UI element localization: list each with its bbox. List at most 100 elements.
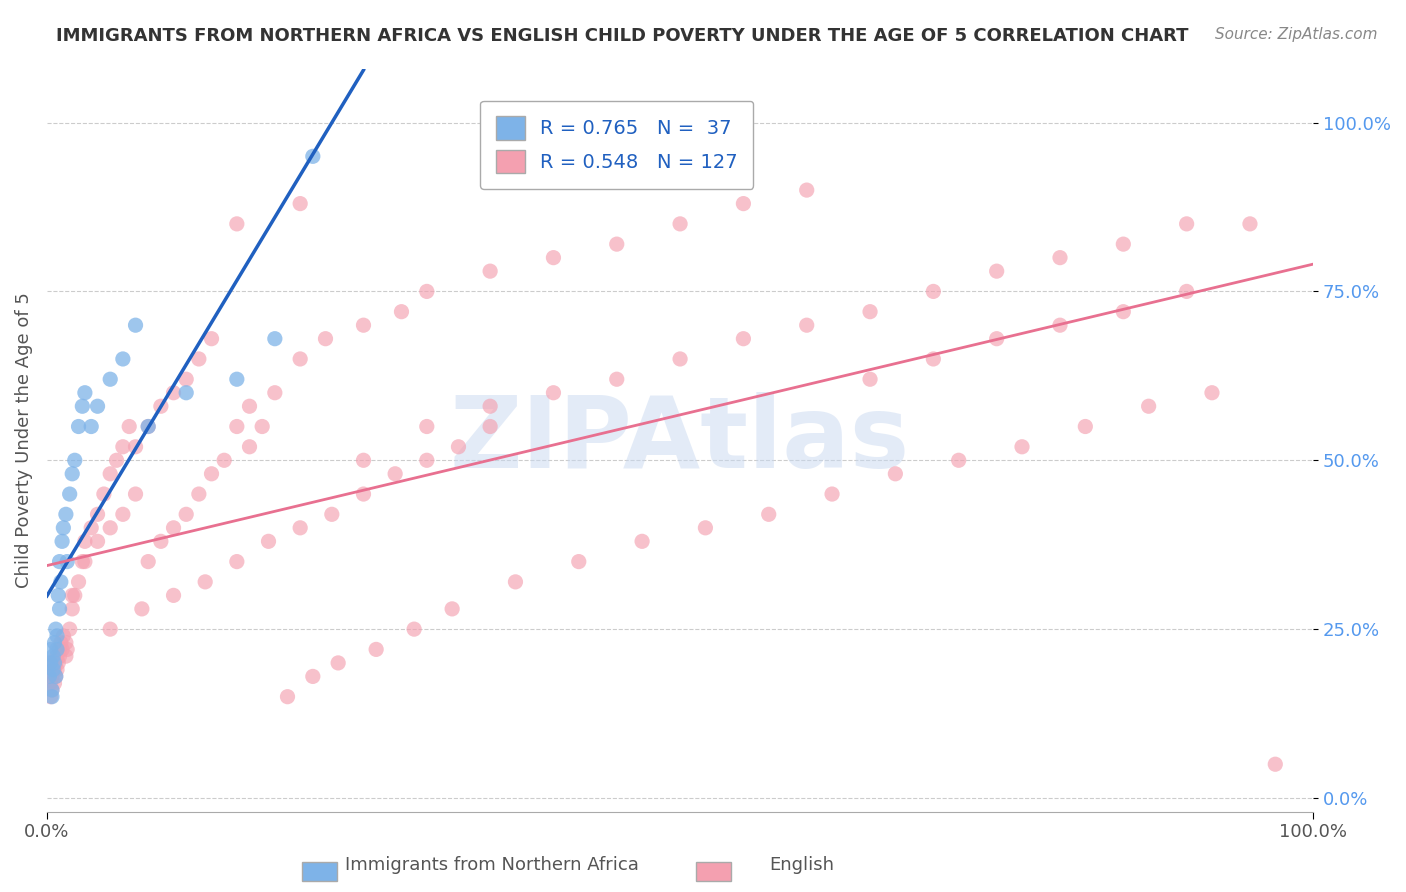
Point	[38, 656, 60, 670]
Point	[353, 487, 375, 501]
Point	[416, 419, 439, 434]
Point	[796, 183, 818, 197]
Point	[39, 690, 62, 704]
Point	[1049, 318, 1071, 333]
Point	[543, 251, 565, 265]
Point	[60, 467, 83, 481]
Point	[124, 487, 146, 501]
Text: English: English	[769, 856, 834, 874]
Point	[149, 534, 172, 549]
Point	[733, 196, 755, 211]
Point	[194, 574, 217, 589]
Point	[884, 467, 907, 481]
Point	[384, 467, 406, 481]
Point	[48, 642, 70, 657]
Point	[59, 487, 82, 501]
Point	[238, 440, 260, 454]
Point	[1011, 440, 1033, 454]
Point	[136, 555, 159, 569]
Point	[48, 602, 70, 616]
Point	[986, 332, 1008, 346]
Point	[250, 419, 273, 434]
Point	[73, 385, 96, 400]
Point	[45, 669, 67, 683]
Point	[51, 642, 73, 657]
Point	[42, 656, 65, 670]
Point	[225, 217, 247, 231]
Point	[1112, 304, 1135, 318]
Point	[124, 318, 146, 333]
Point	[67, 419, 90, 434]
Point	[105, 453, 128, 467]
Point	[45, 622, 67, 636]
Point	[52, 521, 75, 535]
Point	[606, 372, 628, 386]
Point	[41, 669, 63, 683]
Point	[225, 419, 247, 434]
Point	[86, 534, 108, 549]
Point	[162, 385, 184, 400]
Point	[479, 399, 502, 413]
Point	[922, 285, 945, 299]
Point	[37, 669, 59, 683]
Point	[52, 629, 75, 643]
Point	[225, 555, 247, 569]
Point	[118, 419, 141, 434]
Point	[353, 453, 375, 467]
Point	[366, 642, 388, 657]
Point	[48, 555, 70, 569]
Point	[288, 196, 311, 211]
Text: ZIPAtlas: ZIPAtlas	[450, 392, 910, 489]
Point	[416, 285, 439, 299]
Point	[174, 385, 197, 400]
Point	[39, 656, 62, 670]
Point	[46, 588, 69, 602]
Point	[479, 419, 502, 434]
Point	[212, 453, 235, 467]
Point	[225, 372, 247, 386]
Point	[321, 508, 343, 522]
Point	[131, 602, 153, 616]
Point	[1175, 285, 1198, 299]
Point	[51, 534, 73, 549]
Point	[149, 399, 172, 413]
Point	[1201, 385, 1223, 400]
Point	[45, 669, 67, 683]
Point	[238, 399, 260, 413]
Point	[44, 676, 66, 690]
Point	[44, 656, 66, 670]
Point	[46, 663, 69, 677]
Point	[986, 264, 1008, 278]
Point	[41, 690, 63, 704]
Point	[72, 399, 94, 413]
Point	[42, 663, 65, 677]
Point	[263, 332, 285, 346]
Point	[733, 332, 755, 346]
Point	[46, 629, 69, 643]
Point	[98, 622, 121, 636]
Point	[98, 467, 121, 481]
Point	[60, 588, 83, 602]
Point	[124, 440, 146, 454]
Point	[948, 453, 970, 467]
Point	[1112, 237, 1135, 252]
Point	[301, 149, 323, 163]
Point	[695, 521, 717, 535]
Point	[98, 372, 121, 386]
Point	[669, 217, 692, 231]
Point	[1074, 419, 1097, 434]
Point	[441, 602, 464, 616]
Point	[49, 635, 72, 649]
Point	[288, 351, 311, 366]
Point	[543, 385, 565, 400]
Point	[93, 487, 115, 501]
Point	[86, 508, 108, 522]
Point	[416, 453, 439, 467]
Point	[404, 622, 426, 636]
Legend: R = 0.765   N =  37, R = 0.548   N = 127: R = 0.765 N = 37, R = 0.548 N = 127	[479, 101, 754, 189]
Point	[174, 508, 197, 522]
Point	[301, 669, 323, 683]
Point	[162, 588, 184, 602]
Point	[1049, 251, 1071, 265]
Point	[136, 419, 159, 434]
